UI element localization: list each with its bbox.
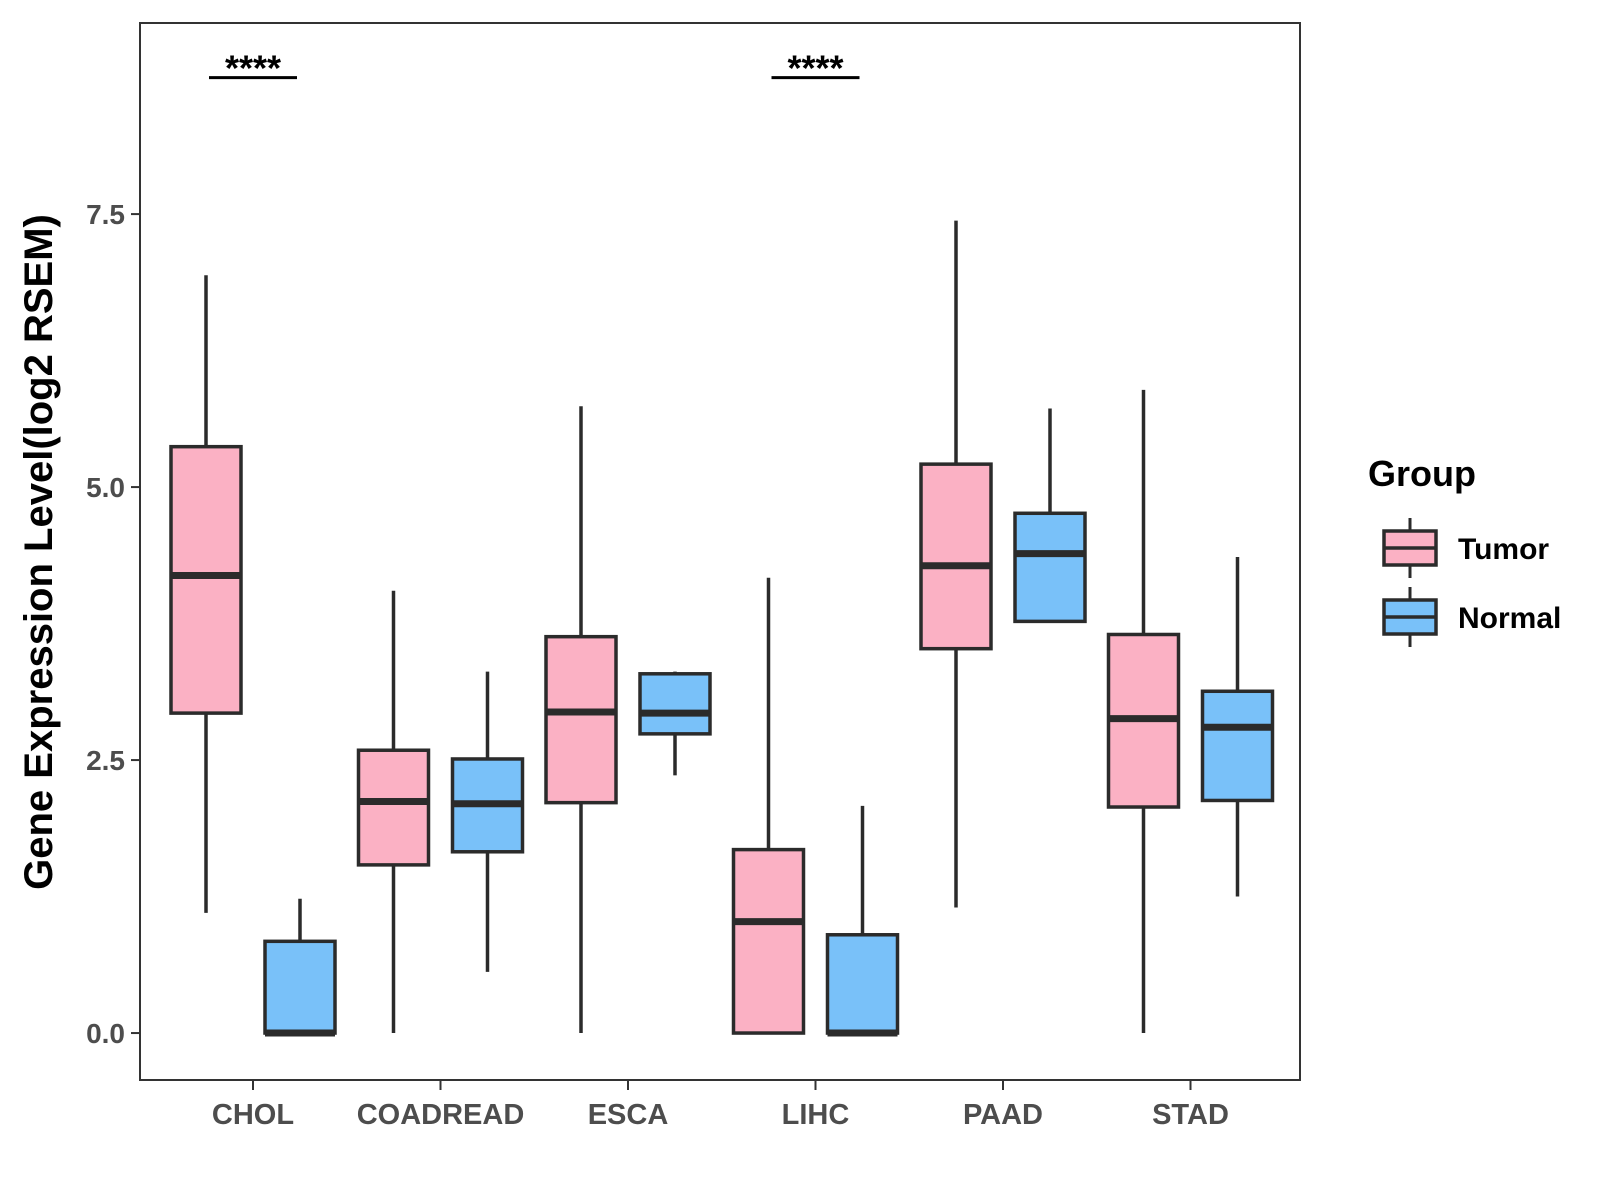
box-tumor-coadread	[356, 590, 431, 1034]
box-normal-stad	[1200, 556, 1275, 897]
y-tick-label: 0.0	[86, 1018, 125, 1049]
x-tick-label-esca: ESCA	[588, 1099, 669, 1131]
y-axis: 0.0 2.5 5.0 7.5	[86, 199, 140, 1049]
legend-entry-tumor: Tumor	[1382, 518, 1549, 578]
x-tick-label-chol: CHOL	[212, 1099, 294, 1131]
box-body	[544, 634, 618, 805]
box-body	[919, 462, 993, 651]
panel-border	[139, 22, 1301, 1081]
y-axis-title: Gene Expression Level(log2 RSEM)	[17, 214, 61, 890]
significance-label: ****	[787, 48, 843, 89]
box-tumor-paad	[919, 220, 993, 908]
box-normal-coadread	[450, 671, 525, 972]
x-axis: CHOL COADREAD ESCA LIHC PAAD STAD	[212, 1080, 1229, 1131]
significance-annotations: **** ****	[209, 48, 860, 89]
x-tick-label-coadread: COADREAD	[357, 1099, 525, 1131]
y-tick-label: 7.5	[86, 199, 125, 230]
legend-title: Group	[1368, 453, 1476, 494]
legend: Group Tumor Normal	[1368, 453, 1561, 647]
box-body	[731, 847, 806, 1035]
box-normal-paad	[1013, 408, 1087, 624]
box-normal-esca	[638, 671, 712, 776]
box-body	[356, 748, 431, 867]
box-normal-chol	[263, 898, 337, 1037]
x-tick-label-paad: PAAD	[963, 1099, 1043, 1131]
box-normal-lihc	[825, 805, 900, 1037]
plot-layer	[169, 220, 1275, 1037]
box-tumor-chol	[169, 275, 243, 913]
legend-entry-normal: Normal	[1382, 587, 1561, 647]
box-tumor-lihc	[731, 577, 806, 1035]
box-body	[638, 672, 712, 736]
box-body	[263, 939, 337, 1035]
y-tick-label: 5.0	[86, 472, 125, 503]
box-tumor-esca	[544, 406, 618, 1034]
legend-label: Normal	[1458, 602, 1561, 635]
box-body	[169, 444, 243, 715]
box-body	[1200, 689, 1275, 803]
y-tick-label: 2.5	[86, 745, 125, 776]
box-tumor-stad	[1106, 389, 1181, 1034]
significance-label: ****	[225, 48, 281, 89]
box-body	[825, 933, 900, 1035]
x-tick-label-stad: STAD	[1152, 1099, 1229, 1131]
legend-label: Tumor	[1458, 533, 1549, 566]
box-body	[1013, 511, 1087, 624]
x-tick-label-lihc: LIHC	[782, 1099, 850, 1131]
